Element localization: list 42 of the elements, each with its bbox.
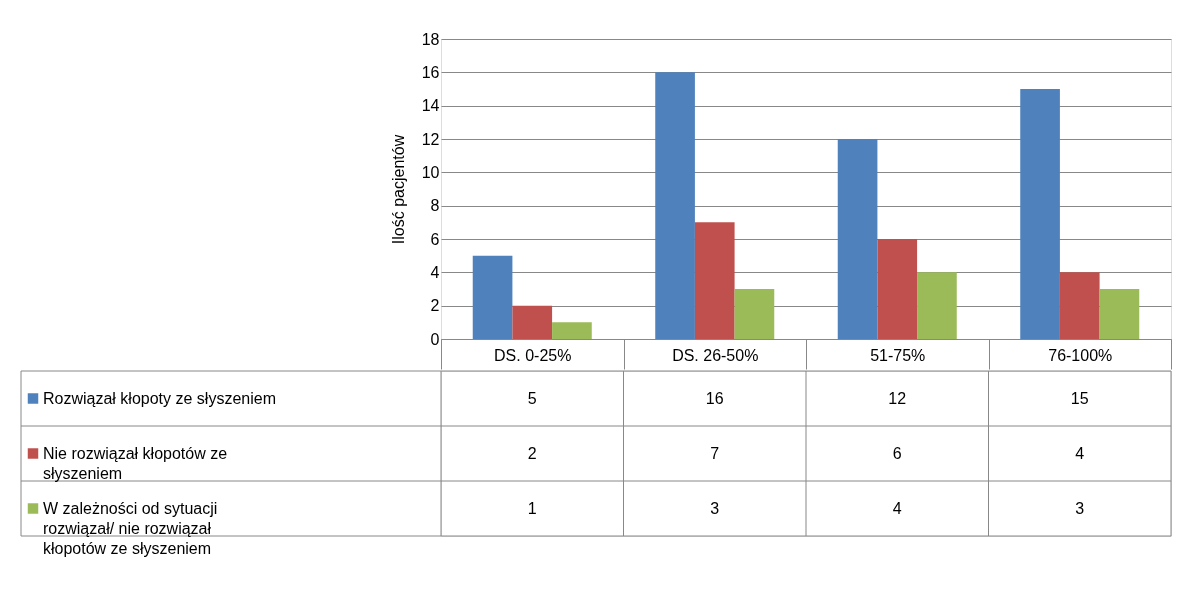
- y-axis-title: Ilość pacjentów: [389, 134, 407, 245]
- y-tick-label: 18: [421, 30, 440, 48]
- bar: [1059, 272, 1100, 339]
- legend-label: W zależności od sytuacji rozwiązał/ nie rozwiązał kłopotów ze słyszeniem: [43, 499, 218, 557]
- x-tick-label: DS. 0-25%: [494, 346, 572, 364]
- y-tick-label: 2: [430, 297, 440, 315]
- y-tick-label: 0: [430, 330, 440, 348]
- y-tick-label: 6: [430, 230, 440, 248]
- bar: [1020, 89, 1060, 339]
- bar: [917, 272, 957, 339]
- data-label: 15: [1070, 389, 1089, 407]
- data-label: 7: [710, 444, 720, 462]
- data-label: 3: [710, 499, 720, 517]
- data-label: 4: [1075, 444, 1085, 462]
- legend-label: Rozwiązał kłopoty ze słyszeniem: [43, 389, 276, 407]
- data-label: 1: [527, 499, 537, 517]
- x-tick-label: 51-75%: [870, 346, 926, 364]
- bar: [1099, 289, 1140, 339]
- data-label: 3: [1075, 499, 1085, 517]
- bar: [552, 322, 592, 339]
- y-tick-label: 10: [421, 163, 440, 181]
- bar: [694, 222, 735, 339]
- bar: [472, 255, 513, 339]
- legend-label: Nie rozwiązał kłopotów ze słyszeniem: [43, 444, 228, 482]
- y-tick-label: 8: [430, 197, 440, 215]
- y-tick-label: 12: [421, 130, 440, 148]
- bar: [655, 72, 695, 339]
- data-label: 2: [527, 444, 537, 462]
- bar: [512, 305, 553, 339]
- bar: [734, 289, 775, 339]
- data-label: 5: [527, 389, 537, 407]
- bar: [877, 239, 918, 339]
- data-label: 4: [892, 499, 902, 517]
- y-tick-label: 16: [421, 63, 440, 81]
- data-label: 12: [888, 389, 907, 407]
- x-tick-label: 76-100%: [1048, 346, 1113, 364]
- x-tick-label: DS. 26-50%: [672, 346, 759, 364]
- data-label: 16: [705, 389, 724, 407]
- bar: [837, 139, 878, 339]
- data-label: 6: [892, 444, 902, 462]
- y-tick-label: 4: [430, 263, 440, 281]
- y-tick-label: 14: [421, 97, 440, 115]
